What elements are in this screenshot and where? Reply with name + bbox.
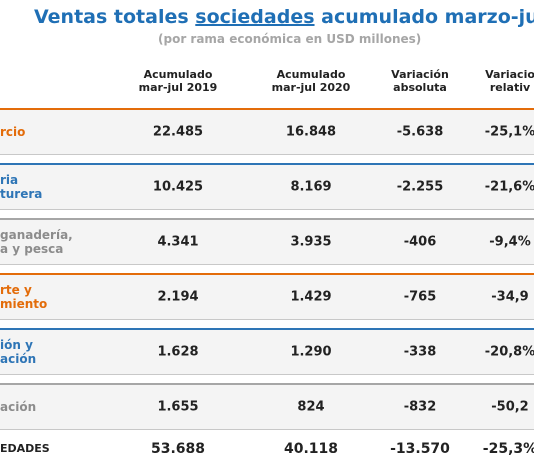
cell: 1.290 xyxy=(290,344,332,360)
cell: -2.255 xyxy=(396,179,444,195)
cell: 1.655 xyxy=(157,399,199,415)
table-row: ión y ación 1.628 1.290 -338 -20,8% xyxy=(0,328,534,375)
row-label-line: EDADES xyxy=(0,442,50,455)
cell: -34,9 xyxy=(491,289,529,305)
table-row: ación 1.655 824 -832 -50,2 xyxy=(0,383,534,430)
cell: 2.194 xyxy=(157,289,199,305)
row-label-line: rcio xyxy=(0,125,26,139)
row-label: ación xyxy=(0,400,36,414)
column-header-line: Acumulado xyxy=(143,68,213,81)
cell: 16.848 xyxy=(285,124,337,140)
cell: -50,2 xyxy=(491,399,529,415)
row-label-line: ación xyxy=(0,400,37,414)
cell: 40.118 xyxy=(283,441,339,457)
cell: -765 xyxy=(403,289,437,305)
row-label-line: turera xyxy=(0,187,43,201)
column-header-line: Variación xyxy=(391,68,449,81)
cell: 4.341 xyxy=(157,234,199,250)
cell: -5.638 xyxy=(396,124,444,140)
total-row: EDADES 53.688 40.118 -13.570 -25,3% xyxy=(0,434,534,462)
column-header: Variación absoluta xyxy=(365,68,475,94)
cell: -21,6% xyxy=(484,179,534,195)
title-underlined: sociedades xyxy=(195,6,315,28)
column-header: Acumulado mar-jul 2020 xyxy=(256,68,366,94)
title: Ventas totales sociedades acumulado marz… xyxy=(0,6,534,28)
column-header-line: mar-jul 2019 xyxy=(138,81,218,94)
row-label-line: ión y xyxy=(0,338,33,352)
row-label: ganadería, a y pesca xyxy=(0,228,73,256)
title-text: acumulado marzo-jul xyxy=(314,6,534,28)
cell: 10.425 xyxy=(152,179,204,195)
cell: 22.485 xyxy=(152,124,204,140)
table-row: rcio 22.485 16.848 -5.638 -25,1% xyxy=(0,108,534,155)
row-label-line: ganadería, xyxy=(0,228,73,242)
cell: -20,8% xyxy=(484,344,534,360)
cell: -9,4% xyxy=(489,234,531,250)
cell: 3.935 xyxy=(290,234,332,250)
column-header-line: Variacio xyxy=(485,68,534,81)
row-label-line: a y pesca xyxy=(0,242,64,256)
cell: -832 xyxy=(403,399,437,415)
row-label-line: ria xyxy=(0,173,19,187)
row-label-line: rte y xyxy=(0,283,32,297)
cell: -25,1% xyxy=(484,124,534,140)
row-label-line: ación xyxy=(0,352,37,366)
row-label: rcio xyxy=(0,125,25,139)
row-label: rte y miento xyxy=(0,283,47,311)
cell: -406 xyxy=(403,234,437,250)
cell: 1.628 xyxy=(157,344,199,360)
row-label: ria turera xyxy=(0,173,42,201)
cell: -13.570 xyxy=(390,441,450,457)
column-header-line: relativ xyxy=(489,81,531,94)
cell: 824 xyxy=(297,399,325,415)
table-row: ria turera 10.425 8.169 -2.255 -21,6% xyxy=(0,163,534,210)
row-label: EDADES xyxy=(0,442,50,456)
title-text: Ventas totales xyxy=(34,6,196,28)
cell: 8.169 xyxy=(290,179,332,195)
cell: 53.688 xyxy=(150,441,206,457)
table-row: rte y miento 2.194 1.429 -765 -34,9 xyxy=(0,273,534,320)
column-header-line: Acumulado xyxy=(276,68,346,81)
cell: 1.429 xyxy=(290,289,332,305)
table-row: ganadería, a y pesca 4.341 3.935 -406 -9,4% xyxy=(0,218,534,265)
column-header-line: absoluta xyxy=(393,81,447,94)
column-header: Acumulado mar-jul 2019 xyxy=(123,68,233,94)
column-header: Variacio relativ xyxy=(455,68,534,94)
row-label: ión y ación xyxy=(0,338,36,366)
column-header-line: mar-jul 2020 xyxy=(271,81,351,94)
subtitle: (por rama económica en USD millones) xyxy=(158,32,422,46)
cell: -25,3% xyxy=(482,441,534,457)
cell: -338 xyxy=(403,344,437,360)
row-label-line: miento xyxy=(0,297,48,311)
